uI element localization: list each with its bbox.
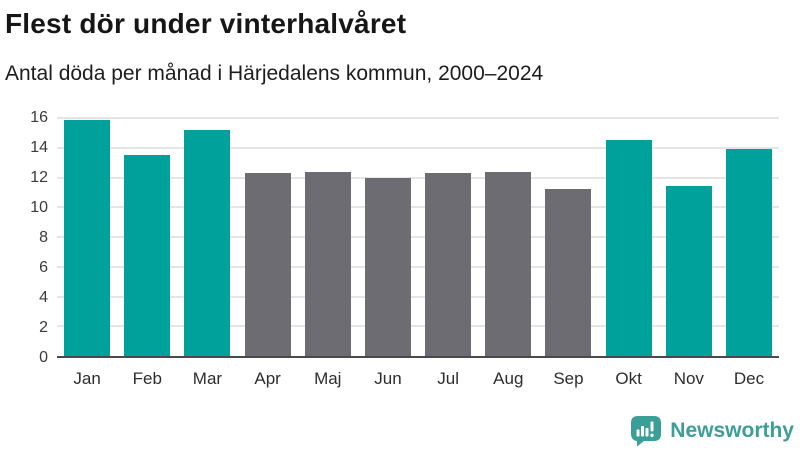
bar-jun <box>364 177 411 356</box>
bar-slot-jun <box>358 118 418 356</box>
x-axis-label-mar: Mar <box>192 369 223 388</box>
y-axis-label-14: 14 <box>30 139 48 156</box>
x-axis-label-jan: Jan <box>73 369 101 388</box>
gridline-16 <box>57 117 779 119</box>
bars-container <box>57 118 779 356</box>
x-axis-label-apr: Apr <box>254 369 281 388</box>
bar-slot-dec <box>719 118 779 356</box>
x-axis-label-dec: Dec <box>733 369 765 388</box>
x-axis-label-maj: Maj <box>314 369 342 388</box>
gridline-2 <box>57 325 779 328</box>
y-axis: 0 2 4 6 8 10 12 14 16 <box>0 109 48 366</box>
bar-maj <box>304 171 351 356</box>
bar-feb <box>124 155 171 356</box>
logo-wordmark: Newsworthy <box>670 419 794 442</box>
gridline-4 <box>57 295 779 298</box>
y-axis-label-12: 12 <box>30 169 48 186</box>
gridline-12 <box>57 176 779 179</box>
bar-apr <box>244 173 291 356</box>
y-axis-label-0: 0 <box>39 349 48 366</box>
bar-slot-jan <box>57 118 117 356</box>
bar-mar <box>184 129 231 356</box>
x-axis-label-sep: Sep <box>553 369 584 388</box>
y-axis-label-6: 6 <box>39 259 48 276</box>
x-axis-label-jun: Jun <box>374 369 402 388</box>
y-axis-label-8: 8 <box>39 229 48 246</box>
bar-slot-maj <box>298 118 358 356</box>
y-axis-label-16: 16 <box>30 109 48 126</box>
bar-slot-aug <box>478 118 538 356</box>
y-axis-label-10: 10 <box>30 199 48 216</box>
bar-slot-jul <box>418 118 478 356</box>
bar-slot-mar <box>177 118 237 356</box>
x-axis-label-nov: Nov <box>673 369 704 388</box>
y-axis-label-4: 4 <box>39 289 48 306</box>
bar-sep <box>545 189 592 356</box>
plot-area <box>57 117 779 358</box>
bar-dec <box>725 149 772 356</box>
chart-subtitle: Antal döda per månad i Härjedalens kommu… <box>5 62 544 85</box>
chart-title: Flest dör under vinterhalvåret <box>5 8 407 39</box>
x-axis-label-jul: Jul <box>437 369 459 388</box>
bar-jul <box>425 173 472 356</box>
bar-nov <box>665 186 712 356</box>
newsworthy-logo[interactable]: Newsworthy <box>630 415 794 447</box>
bar-jan <box>64 119 111 356</box>
bar-okt <box>605 140 652 356</box>
gridline-10 <box>57 206 779 209</box>
gridline-6 <box>57 265 779 268</box>
bar-slot-apr <box>238 118 298 356</box>
bar-slot-okt <box>599 118 659 356</box>
x-axis-label-aug: Aug <box>493 369 524 388</box>
x-axis: Jan Feb Mar Apr Maj Jun Jul Aug Sep Okt Nov Dec <box>57 369 779 389</box>
bar-slot-feb <box>117 118 177 356</box>
bar-slot-nov <box>659 118 719 356</box>
x-axis-label-okt: Okt <box>615 369 642 388</box>
gridline-14 <box>57 146 779 149</box>
bar-chart-speech-bubble-icon <box>630 415 662 447</box>
y-axis-label-2: 2 <box>39 319 48 336</box>
bar-aug <box>485 171 532 356</box>
x-axis-label-feb: Feb <box>132 369 162 388</box>
bar-slot-sep <box>538 118 598 356</box>
gridline-8 <box>57 236 779 238</box>
